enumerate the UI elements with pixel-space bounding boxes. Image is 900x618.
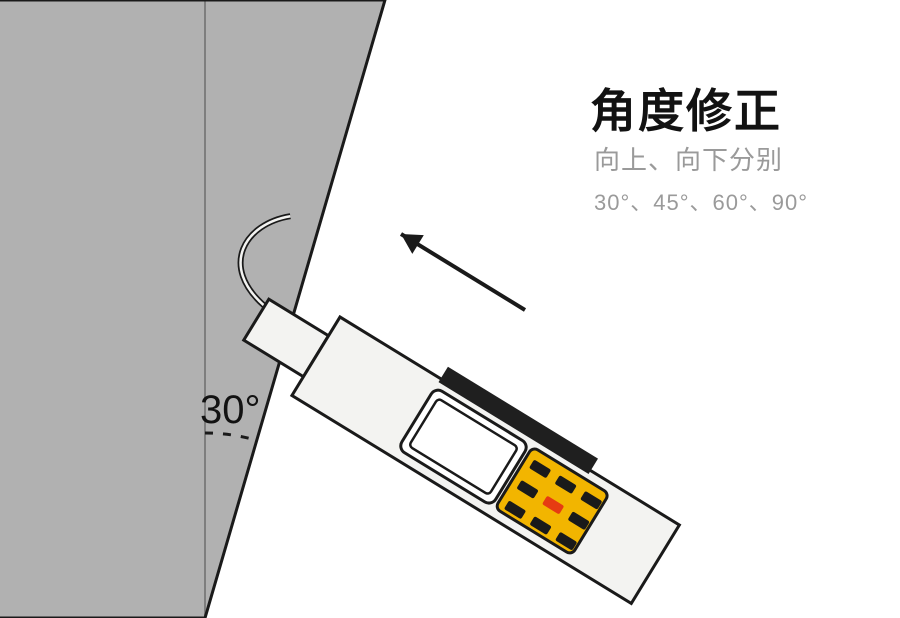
angle-30-label: 30° [200,388,261,433]
subtitle-text: 向上、向下分别 [594,140,783,177]
angles-list-text: 30°、45°、60°、90° [594,185,808,217]
title-text: 角度修正 [590,75,782,141]
diagram-stage: 角度修正 向上、向下分别 30°、45°、60°、90° 30° [0,0,900,618]
